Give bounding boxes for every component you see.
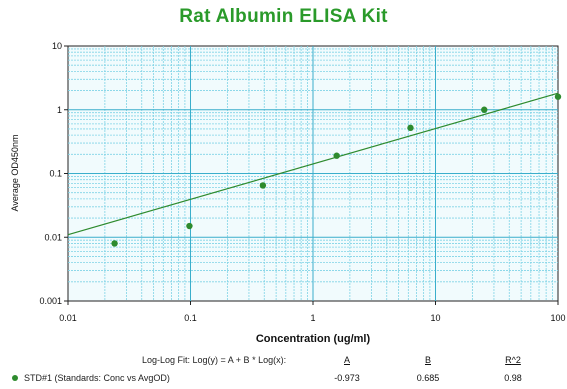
data-point <box>554 93 562 100</box>
fit-value-b: 0.685 <box>416 373 440 383</box>
grid <box>68 46 558 301</box>
fit-col-b-header: B <box>424 355 431 365</box>
fit-col-r2-header: R^2 <box>505 355 521 365</box>
fit-col-a-header: A <box>343 355 350 365</box>
data-point <box>333 152 340 159</box>
x-tick-label: 10 <box>430 313 440 323</box>
x-tick-label: 100 <box>550 313 565 323</box>
fit-line-group <box>67 92 559 236</box>
data-point <box>111 240 118 247</box>
fit-value-r2: 0.98 <box>504 373 522 383</box>
x-tick-label: 0.01 <box>59 313 77 323</box>
x-tick-label: 0.1 <box>184 313 197 323</box>
fit-value-a: -0.973 <box>334 373 360 383</box>
data-point <box>407 124 414 132</box>
series-name: STD#1 (Standards: Conc vs AvgOD) <box>24 373 170 383</box>
tick-labels: 0.01 0.1 1 10 100 0.001 0.01 0.1 1 10 <box>39 41 565 323</box>
y-tick-label: 1 <box>57 105 62 115</box>
y-tick-label: 0.1 <box>49 169 62 179</box>
data-points <box>111 93 562 247</box>
data-point <box>481 106 488 113</box>
x-tick-label: 1 <box>310 313 315 323</box>
data-point <box>259 182 267 189</box>
x-axis-label: Concentration (ug/ml) <box>256 333 371 345</box>
y-tick-label: 0.001 <box>39 296 62 306</box>
series-marker-icon <box>12 375 18 381</box>
fit-equation-label: Log-Log Fit: Log(y) = A + B * Log(x): <box>142 355 287 365</box>
data-point <box>186 222 193 230</box>
y-tick-label: 10 <box>52 41 62 51</box>
y-axis-label: Average OD450nm <box>10 135 20 212</box>
fit-line <box>67 92 559 236</box>
chart-title: Rat Albumin ELISA Kit <box>179 6 388 27</box>
y-tick-label: 0.01 <box>44 232 62 242</box>
